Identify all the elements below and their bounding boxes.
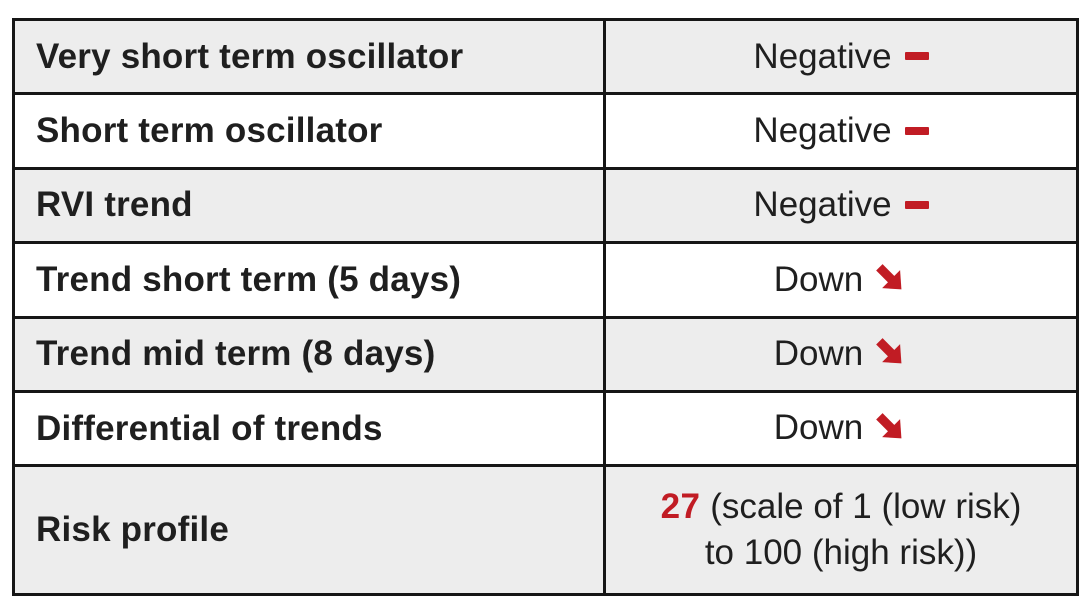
row-value-text: Down <box>773 408 864 448</box>
table-row: RVI trend Negative <box>12 166 1079 245</box>
row-value: Negative <box>603 17 1079 96</box>
row-value: Down <box>603 241 1079 319</box>
row-label: Very short term oscillator <box>12 17 606 96</box>
table-row: Trend mid term (8 days) Down <box>12 315 1079 393</box>
row-value: Negative <box>603 166 1079 245</box>
table-row: Very short term oscillator Negative <box>12 17 1079 96</box>
down-right-arrow-icon <box>876 264 902 290</box>
indicator-summary-table: Very short term oscillator Negative Shor… <box>12 17 1079 596</box>
row-label: RVI trend <box>12 166 606 245</box>
row-value-text: Negative <box>753 185 892 225</box>
row-value: Negative <box>603 92 1079 170</box>
row-label: Trend mid term (8 days) <box>12 315 606 393</box>
row-value: 27 (scale of 1 (low risk) to 100 (high r… <box>603 464 1079 596</box>
minus-icon <box>904 52 929 61</box>
minus-icon <box>904 201 929 210</box>
down-right-arrow-icon <box>876 338 902 364</box>
table-row: Risk profile 27 (scale of 1 (low risk) t… <box>12 464 1079 596</box>
row-label: Short term oscillator <box>12 92 606 170</box>
risk-scale-text-line2: to 100 (high risk)) <box>704 533 978 573</box>
row-value: Down <box>603 315 1079 393</box>
row-value-text: Down <box>773 334 864 374</box>
row-value: Down <box>603 389 1079 468</box>
row-value-text: Negative <box>753 110 892 150</box>
row-label: Risk profile <box>12 464 606 596</box>
down-right-arrow-icon <box>876 412 902 439</box>
risk-scale-text-line1: (scale of 1 (low risk) <box>710 486 1022 526</box>
table-row: Short term oscillator Negative <box>12 92 1079 170</box>
row-label: Trend short term (5 days) <box>12 241 606 319</box>
table-row: Trend short term (5 days) Down <box>12 241 1079 319</box>
row-label: Differential of trends <box>12 389 606 468</box>
minus-icon <box>904 126 929 135</box>
risk-value: 27 <box>660 486 701 526</box>
row-value-text: Down <box>773 259 864 299</box>
row-value-text: Negative <box>753 36 892 76</box>
table-row: Differential of trends Down <box>12 389 1079 468</box>
